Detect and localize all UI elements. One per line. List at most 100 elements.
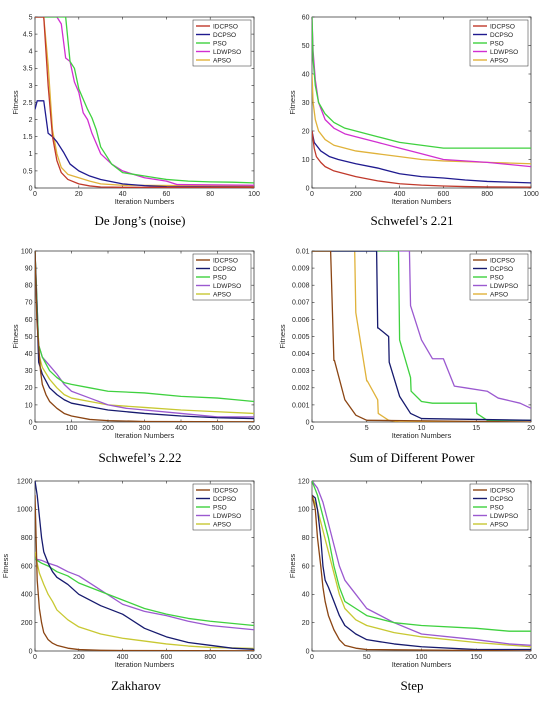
- y-tick-label: 0.001: [292, 402, 310, 409]
- y-tick-label: 10: [302, 157, 310, 164]
- y-tick-label: 80: [25, 283, 33, 290]
- y-tick-label: 20: [25, 385, 33, 392]
- y-tick-label: 20: [302, 128, 310, 135]
- series-line-ldwpso: [312, 251, 531, 409]
- series-line-idcpso: [312, 251, 531, 422]
- y-tick-label: 2: [29, 117, 33, 124]
- y-tick-label: 0.006: [292, 317, 310, 324]
- y-tick-label: 80: [302, 535, 310, 542]
- x-tick-label: 0: [33, 191, 37, 198]
- legend-label: LDWPSO: [213, 513, 241, 520]
- legend-label: APSO: [213, 521, 231, 528]
- y-tick-label: 0: [306, 419, 310, 426]
- legend-label: IDCPSO: [490, 487, 515, 494]
- y-axis-label: Fitness: [1, 554, 10, 578]
- x-tick-label: 0: [310, 191, 314, 198]
- legend-label: APSO: [213, 57, 231, 64]
- y-tick-label: 40: [25, 351, 33, 358]
- y-tick-label: 600: [21, 563, 33, 570]
- x-tick-label: 200: [350, 191, 362, 198]
- x-tick-label: 800: [481, 191, 493, 198]
- y-tick-label: 0: [29, 648, 33, 655]
- series-line-ldwpso: [312, 17, 531, 168]
- x-tick-label: 20: [527, 425, 535, 432]
- chart-caption: Zakharov: [111, 678, 161, 693]
- series-line-dcpso: [312, 251, 531, 421]
- legend-label: DCPSO: [213, 266, 236, 273]
- series-line-pso: [35, 17, 254, 184]
- legend-label: DCPSO: [213, 32, 236, 39]
- legend-label: LDWPSO: [213, 283, 241, 290]
- y-tick-label: 0.5: [23, 168, 33, 175]
- legend-label: LDWPSO: [213, 49, 241, 56]
- y-tick-label: 90: [25, 266, 33, 273]
- legend-label: DCPSO: [490, 496, 513, 503]
- series-line-idcpso: [35, 17, 254, 188]
- x-tick-label: 60: [163, 191, 171, 198]
- series-line-idcpso: [35, 251, 254, 422]
- series-line-ldwpso: [312, 481, 531, 646]
- y-tick-label: 0.008: [292, 283, 310, 290]
- series-line-pso: [312, 251, 531, 421]
- series-line-dcpso: [35, 251, 254, 420]
- legend-label: APSO: [490, 57, 508, 64]
- x-tick-label: 500: [212, 425, 224, 432]
- legend-label: DCPSO: [490, 32, 513, 39]
- legend-label: PSO: [490, 40, 504, 47]
- x-tick-label: 0: [310, 654, 314, 661]
- y-tick-label: 0.009: [292, 266, 310, 273]
- x-tick-label: 200: [73, 654, 85, 661]
- y-tick-label: 3.5: [23, 66, 33, 73]
- y-tick-label: 2.5: [23, 100, 33, 107]
- y-axis-label: Fitness: [288, 554, 297, 578]
- y-tick-label: 1.5: [23, 134, 33, 141]
- chart-panel-3: 0 100 200 300 400 500 600 0 10 20 30 40 50 60 70 80 90 10…: [11, 248, 260, 465]
- x-tick-label: 5: [365, 425, 369, 432]
- y-tick-label: 400: [21, 592, 33, 599]
- legend-label: APSO: [213, 291, 231, 298]
- y-tick-label: 40: [302, 71, 310, 78]
- legend-label: IDCPSO: [213, 257, 238, 264]
- chart-panel-5: 0 200 400 600 800 1000 0 200 400 600 800 1000 1200 It…: [1, 478, 262, 693]
- series-line-idcpso: [312, 130, 531, 188]
- x-tick-label: 0: [310, 425, 314, 432]
- y-tick-label: 1: [29, 151, 33, 158]
- y-tick-label: 4.5: [23, 32, 33, 39]
- y-tick-label: 30: [25, 368, 33, 375]
- y-tick-label: 20: [302, 620, 310, 627]
- y-tick-label: 5: [29, 14, 33, 21]
- series-line-ldwpso: [35, 17, 254, 186]
- series-line-dcpso: [312, 130, 531, 184]
- legend-label: DCPSO: [490, 266, 513, 273]
- y-axis-label: Fitness: [11, 90, 20, 114]
- series-line-dcpso: [312, 494, 531, 651]
- y-tick-label: 100: [298, 507, 310, 514]
- series-line-apso: [312, 73, 531, 165]
- x-tick-label: 50: [363, 654, 371, 661]
- y-tick-label: 3: [29, 83, 33, 90]
- y-tick-label: 0: [29, 419, 33, 426]
- x-tick-label: 600: [248, 425, 260, 432]
- chart-caption: De Jong’s (noise): [95, 213, 186, 228]
- y-tick-label: 50: [302, 43, 310, 50]
- x-tick-label: 400: [394, 191, 406, 198]
- x-tick-label: 600: [161, 654, 173, 661]
- y-tick-label: 200: [21, 620, 33, 627]
- chart-caption: Schwefel’s 2.22: [98, 450, 181, 465]
- x-tick-label: 200: [525, 654, 537, 661]
- x-tick-label: 0: [33, 654, 37, 661]
- legend-label: PSO: [490, 504, 504, 511]
- legend-label: PSO: [213, 274, 227, 281]
- x-axis-label: Iteration Numbers: [392, 431, 452, 440]
- legend-label: IDCPSO: [213, 487, 238, 494]
- chart-panel-4: 0 5 10 15 20 0 0.001 0.002 0.003 0.004 0.005 0.006 0…: [278, 248, 535, 465]
- x-tick-label: 40: [119, 191, 127, 198]
- series-line-apso: [35, 551, 254, 650]
- x-tick-label: 150: [470, 654, 482, 661]
- legend-label: LDWPSO: [490, 49, 518, 56]
- series-line-pso: [35, 251, 254, 403]
- legend-label: APSO: [490, 521, 508, 528]
